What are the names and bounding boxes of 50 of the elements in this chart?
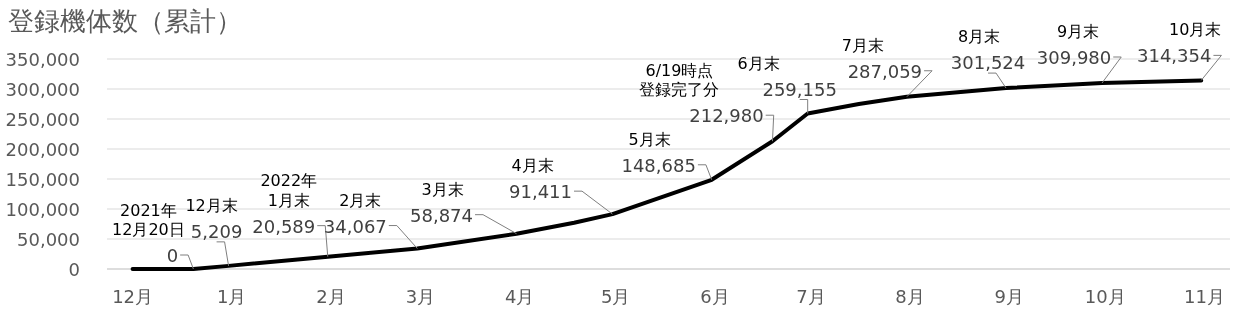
x-tick-label: 7月 <box>796 286 826 307</box>
x-tick-label: 4月 <box>505 286 535 307</box>
data-label: 287,059 <box>847 60 923 82</box>
annotation: 7月末 <box>841 35 884 55</box>
data-label: 148,685 <box>621 154 696 176</box>
annotation: 9月末 <box>1056 22 1100 42</box>
data-label: 212,980 <box>689 105 764 127</box>
annotation: 登録完了分 <box>639 80 720 100</box>
data-label: 20,589 <box>252 215 316 237</box>
y-tick-label: 350,000 <box>5 49 80 70</box>
annotation: 6月末 <box>737 53 780 73</box>
chart-title: 登録機体数（累計） <box>8 6 242 36</box>
annotation: 2021年 <box>120 200 177 220</box>
annotation: 12月末 <box>185 195 238 215</box>
x-tick-label: 9月 <box>994 286 1024 307</box>
y-tick-label: 50,000 <box>17 229 80 250</box>
data-label: 91,411 <box>509 181 572 203</box>
annotation: 6/19時点 <box>645 60 714 80</box>
y-tick-label: 300,000 <box>5 79 80 100</box>
annotation: 5月末 <box>628 129 671 149</box>
data-label: 314,354 <box>1136 45 1212 67</box>
x-tick-label: 6月 <box>700 286 730 307</box>
x-tick-label: 10月 <box>1084 286 1126 307</box>
y-tick-label: 200,000 <box>5 139 80 160</box>
data-label: 58,874 <box>410 204 474 226</box>
x-tick-label: 12月 <box>112 286 154 307</box>
annotation: 8月末 <box>957 27 1001 47</box>
y-tick-label: 0 <box>68 259 80 280</box>
x-tick-label: 11月 <box>1183 286 1225 307</box>
y-tick-label: 250,000 <box>5 109 80 130</box>
data-label: 301,524 <box>950 52 1026 74</box>
data-label: 0 <box>166 245 179 266</box>
annotation: 3月末 <box>421 179 464 199</box>
annotation: 10月末 <box>1169 20 1222 40</box>
annotation: 1月末 <box>267 190 310 210</box>
annotation: 2022年 <box>260 171 318 191</box>
x-tick-label: 5月 <box>600 286 631 307</box>
x-tick-label: 3月 <box>405 286 436 307</box>
data-label: 259,155 <box>762 78 837 100</box>
data-label: 309,980 <box>1036 47 1112 69</box>
data-label: 5,209 <box>190 220 243 242</box>
y-tick-label: 100,000 <box>5 199 80 220</box>
x-tick-label: 1月 <box>217 286 247 307</box>
annotation: 2月末 <box>339 190 382 210</box>
x-tick-label: 8月 <box>895 286 925 307</box>
annotation: 4月末 <box>511 156 554 176</box>
y-tick-label: 150,000 <box>5 169 80 190</box>
annotation: 12月20日 <box>112 220 185 239</box>
data-label: 34,067 <box>323 215 387 237</box>
x-tick-label: 2月 <box>316 286 346 307</box>
